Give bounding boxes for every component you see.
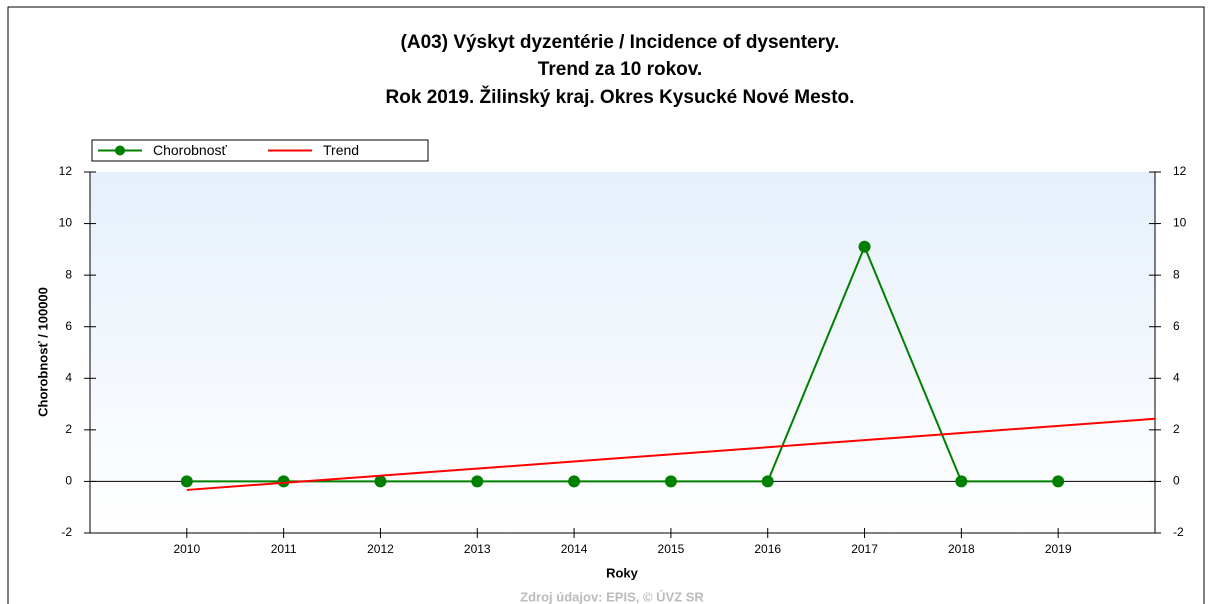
x-axis-label: Roky — [606, 565, 639, 580]
y2-tick-label: 8 — [1173, 267, 1180, 281]
y-tick-label: 2 — [65, 422, 72, 436]
legend-label: Chorobnosť — [153, 142, 227, 158]
point — [955, 475, 968, 488]
point — [858, 240, 871, 253]
y-tick-label: 6 — [65, 319, 72, 333]
plot-area — [90, 172, 1155, 533]
y-tick-label: 10 — [59, 216, 73, 230]
chart-title: Rok 2019. Žilinský kraj. Okres Kysucké N… — [386, 86, 855, 108]
y-tick-label: 8 — [65, 267, 72, 281]
series-line — [186, 244, 1059, 483]
x-tick-label: 2012 — [367, 542, 394, 556]
point — [664, 475, 677, 488]
y-tick-label: 4 — [65, 370, 72, 384]
y2-tick-label: 10 — [1173, 216, 1187, 230]
y-tick-label: 12 — [59, 164, 73, 178]
frame — [7, 6, 1205, 604]
y-tick-label: -2 — [61, 525, 72, 539]
y-tick-label: 0 — [65, 474, 72, 488]
point — [471, 475, 484, 488]
point — [277, 475, 290, 488]
x-tick-label: 2019 — [1045, 542, 1072, 556]
series-line — [186, 417, 1156, 491]
y2-tick-label: 12 — [1173, 164, 1187, 178]
point — [180, 475, 193, 488]
point — [1052, 475, 1065, 488]
x-tick-label: 2017 — [851, 542, 878, 556]
y2-tick-label: 0 — [1173, 474, 1180, 488]
legend-box — [91, 139, 429, 162]
point — [374, 475, 387, 488]
x-tick-label: 2018 — [948, 542, 975, 556]
chart-title: Trend za 10 rokov. — [538, 59, 702, 80]
legend-label: Trend — [323, 142, 359, 158]
y2-tick-label: 2 — [1173, 422, 1180, 436]
y-axis-label: Chorobnosť / 100000 — [35, 287, 50, 417]
y2-tick-label: 6 — [1173, 319, 1180, 333]
x-tick-label: 2016 — [754, 542, 781, 556]
x-tick-label: 2010 — [173, 542, 200, 556]
x-tick-label: 2011 — [271, 542, 297, 556]
x-tick-label: 2013 — [464, 542, 491, 556]
x-tick-label: 2014 — [561, 542, 588, 556]
chart-title: (A03) Výskyt dyzentérie / Incidence of d… — [401, 32, 840, 53]
source: Zdroj údajov: EPIS, © ÚVZ SR — [520, 589, 704, 604]
point — [568, 475, 581, 488]
y2-tick-label: 4 — [1173, 370, 1180, 384]
legend-marker — [115, 145, 125, 156]
x-tick-label: 2015 — [658, 542, 685, 556]
y2-tick-label: -2 — [1173, 525, 1184, 539]
point — [761, 475, 774, 488]
